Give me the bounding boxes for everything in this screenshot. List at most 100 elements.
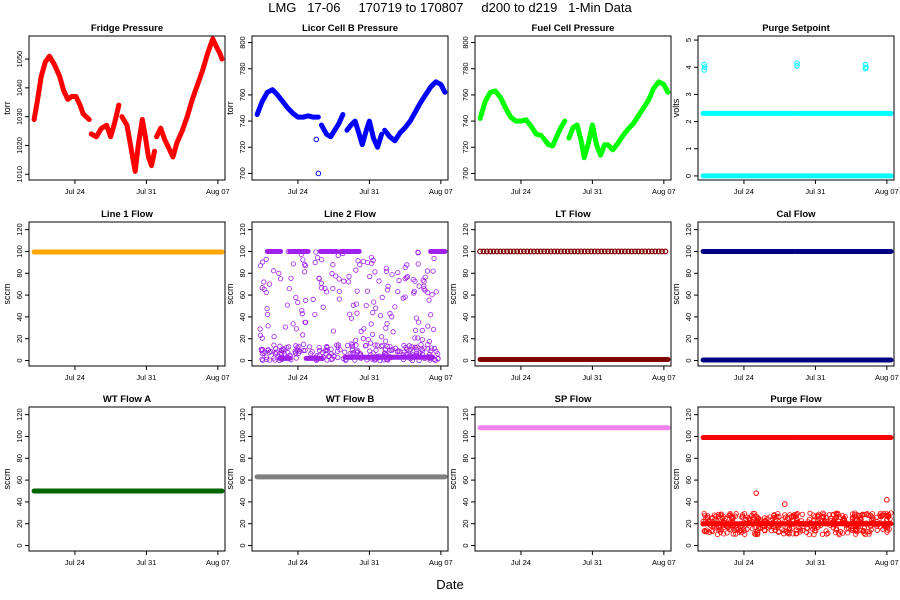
data-point xyxy=(342,349,348,355)
data-point xyxy=(430,326,437,333)
data-point xyxy=(781,528,787,534)
data-point xyxy=(724,530,730,536)
data-point xyxy=(514,248,521,255)
series-line-2 xyxy=(540,118,568,149)
data-point xyxy=(310,296,316,302)
data-point xyxy=(784,530,791,536)
data-point xyxy=(313,249,319,255)
panel-title: Licor Cell B Pressure xyxy=(302,23,398,34)
data-point xyxy=(632,248,638,255)
x-tick-label: Jul 31 xyxy=(136,187,156,196)
outlier-point xyxy=(862,61,869,68)
x-tick-label: Jul 24 xyxy=(65,187,85,196)
data-point xyxy=(330,285,336,292)
y-tick-label: 100 xyxy=(238,245,247,258)
plot-frame xyxy=(697,35,895,181)
data-point xyxy=(414,344,420,350)
y-tick-label: 0 xyxy=(238,543,247,547)
plot-frame xyxy=(474,406,672,552)
data-point xyxy=(368,254,375,261)
data-point xyxy=(828,515,834,521)
data-point xyxy=(402,294,408,300)
y-tick-label: 120 xyxy=(684,223,693,236)
data-point xyxy=(490,248,497,255)
data-point xyxy=(762,515,768,521)
y-tick-label: 0 xyxy=(684,543,693,547)
y-tick-label: 0 xyxy=(15,543,24,547)
data-point xyxy=(410,276,416,283)
data-point xyxy=(751,515,757,521)
data-point xyxy=(645,248,652,255)
y-tick-label: 1040 xyxy=(15,79,24,96)
data-point xyxy=(389,272,395,278)
data-point xyxy=(845,530,851,536)
data-point xyxy=(421,286,427,292)
y-tick-label: 1 xyxy=(684,147,693,151)
panel-3: Fuel Cell Pressure 700 720 740 760 780 800 Jul … xyxy=(461,23,676,196)
data-point xyxy=(874,527,880,534)
data-point xyxy=(350,302,356,308)
data-point xyxy=(821,511,827,517)
y-tick-label: 120 xyxy=(15,408,24,421)
series-line-4 xyxy=(382,79,448,144)
data-point xyxy=(412,344,418,350)
data-point xyxy=(819,531,826,537)
data-point xyxy=(561,248,568,255)
data-point xyxy=(290,321,296,327)
data-point xyxy=(642,248,649,255)
data-point xyxy=(739,514,745,520)
panel-12: Purge Flow 0 20 40 60 80 100 120 sccm Jul 24 Jul 3… xyxy=(671,394,899,567)
data-point xyxy=(706,529,712,535)
data-point xyxy=(306,344,313,350)
data-point xyxy=(782,512,788,518)
data-point xyxy=(303,297,309,303)
data-point xyxy=(345,279,352,285)
x-tick-label: Aug 07 xyxy=(429,187,453,196)
data-point xyxy=(823,528,829,534)
data-point xyxy=(762,528,768,534)
outlier-point xyxy=(781,501,788,507)
data-point xyxy=(504,248,510,255)
data-point xyxy=(367,273,373,280)
data-point xyxy=(424,268,431,274)
data-point xyxy=(379,334,385,340)
y-tick-label: 60 xyxy=(684,291,693,299)
y-tick-label: 100 xyxy=(461,430,470,443)
data-point xyxy=(497,248,504,255)
data-point xyxy=(805,526,811,532)
data-point xyxy=(329,271,335,277)
data-point xyxy=(430,268,436,274)
data-point xyxy=(353,342,359,348)
y-tick-label: 120 xyxy=(684,408,693,421)
data-point xyxy=(284,302,290,308)
data-point xyxy=(419,337,425,343)
data-point xyxy=(428,345,435,351)
y-tick-label: 780 xyxy=(461,62,470,75)
y-tick-label: 4 xyxy=(684,65,693,69)
data-point xyxy=(272,357,278,363)
plot-frame xyxy=(28,406,226,552)
y-tick-label: 20 xyxy=(15,520,24,528)
data-point xyxy=(568,248,574,255)
data-point xyxy=(426,297,432,303)
data-point xyxy=(348,341,354,347)
data-point xyxy=(433,348,439,355)
data-point xyxy=(415,261,421,267)
data-point xyxy=(266,349,272,355)
data-point xyxy=(324,357,330,363)
x-tick-label: Jul 24 xyxy=(288,373,308,382)
data-point xyxy=(358,328,364,335)
y-tick-label: 20 xyxy=(238,335,247,343)
x-tick-label: Jul 31 xyxy=(805,187,825,196)
data-point xyxy=(335,342,342,348)
y-tick-label: 100 xyxy=(684,430,693,443)
x-tick-label: Jul 24 xyxy=(288,187,308,196)
y-axis-label: torr xyxy=(2,101,12,115)
data-point xyxy=(265,323,271,329)
data-point xyxy=(412,327,419,333)
data-point xyxy=(815,512,821,519)
data-point xyxy=(544,248,551,255)
y-tick-label: 0 xyxy=(461,543,470,547)
data-point xyxy=(364,288,371,294)
series-line-3 xyxy=(119,114,158,174)
